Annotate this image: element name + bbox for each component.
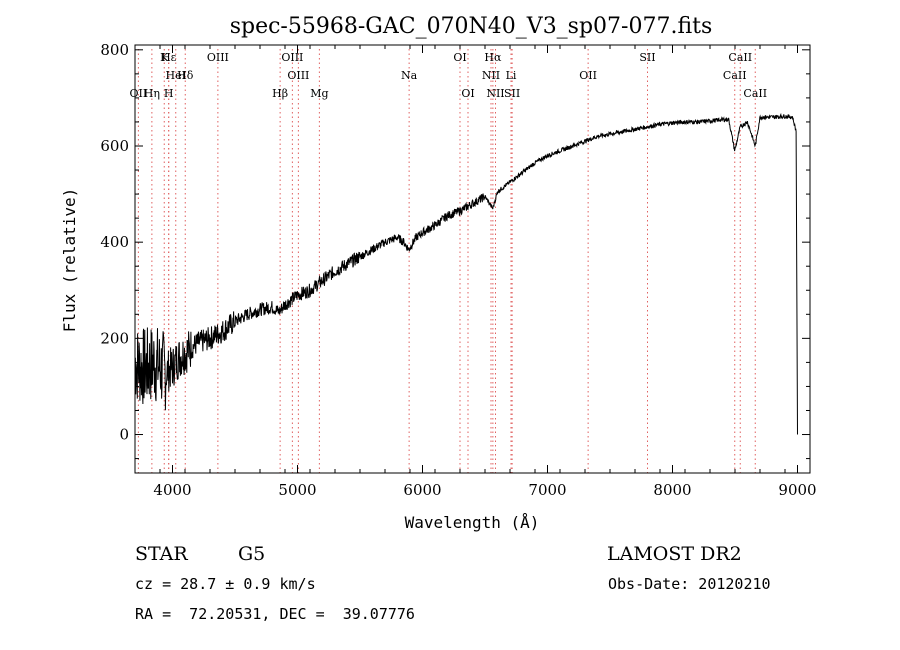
redshift-cz: cz = 28.7 ± 0.9 km/s	[135, 575, 316, 593]
x-tick-label: 5000	[278, 481, 316, 499]
y-tick-label: 600	[100, 137, 129, 155]
x-tick-label: 8000	[653, 481, 691, 499]
obs-date: Obs-Date: 20120210	[608, 575, 771, 593]
spectral-line-label: Hδ	[177, 69, 194, 82]
y-tick-label: 400	[100, 233, 129, 251]
spectrum-series-line	[134, 112, 798, 435]
spectral-line-label: CaII	[723, 69, 747, 82]
spectral-line-label: OIII	[287, 69, 309, 82]
spectral-line-label: SII	[504, 87, 520, 100]
spectral-line-label: Hε	[161, 51, 177, 64]
spectral-line-label: H	[164, 87, 174, 100]
spectral-line-label: SII	[639, 51, 655, 64]
spectral-line-label: NII	[482, 69, 500, 82]
x-tick-label: 4000	[153, 481, 191, 499]
y-axis-label: Flux (relative)	[60, 188, 79, 333]
x-tick-label: 9000	[778, 481, 816, 499]
x-tick-label: 7000	[528, 481, 566, 499]
spectral-line-label: OI	[453, 51, 466, 64]
y-tick-label: 800	[100, 41, 129, 59]
spectral-line-label: K	[160, 51, 169, 64]
spectral-line-label: CaII	[743, 87, 767, 100]
y-tick-label: 200	[100, 329, 129, 347]
spectral-line-label: Hα	[484, 51, 502, 64]
spectral-line-label: Li	[506, 69, 517, 82]
spectral-line-label: Hβ	[272, 87, 288, 100]
spectral-line-label: OIII	[281, 51, 303, 64]
plot-frame	[134, 44, 811, 474]
x-tick-label: 6000	[403, 481, 441, 499]
spectral-line-label: OIII	[207, 51, 229, 64]
y-tick-label: 0	[119, 426, 129, 444]
object-subclass: G5	[238, 543, 265, 565]
spectral-line-label: CaII	[728, 51, 752, 64]
spectral-line-label: Hη	[144, 87, 160, 100]
spectral-line-label: OII	[130, 87, 148, 100]
survey-name: LAMOST DR2	[607, 543, 742, 565]
spectral-line-label: OII	[579, 69, 597, 82]
spectral-line-label: Na	[401, 69, 418, 82]
spectral-line-label: NII	[486, 87, 504, 100]
object-class: STAR	[135, 543, 188, 565]
spectral-line-label: OI	[461, 87, 474, 100]
spectral-line-label: Mg	[310, 87, 328, 100]
coordinates: RA = 72.20531, DEC = 39.07776	[135, 605, 415, 623]
chart-title: spec-55968-GAC_070N40_V3_sp07-077.fits	[230, 14, 713, 39]
spectral-line-label: HeI	[166, 69, 186, 82]
spectral-line-markers	[137, 49, 756, 473]
x-axis-label: Wavelength (Å)	[405, 513, 540, 532]
axis-ticks: 4000 5000 6000 7000 8000 9000 0 200 400 600 800	[100, 41, 816, 499]
